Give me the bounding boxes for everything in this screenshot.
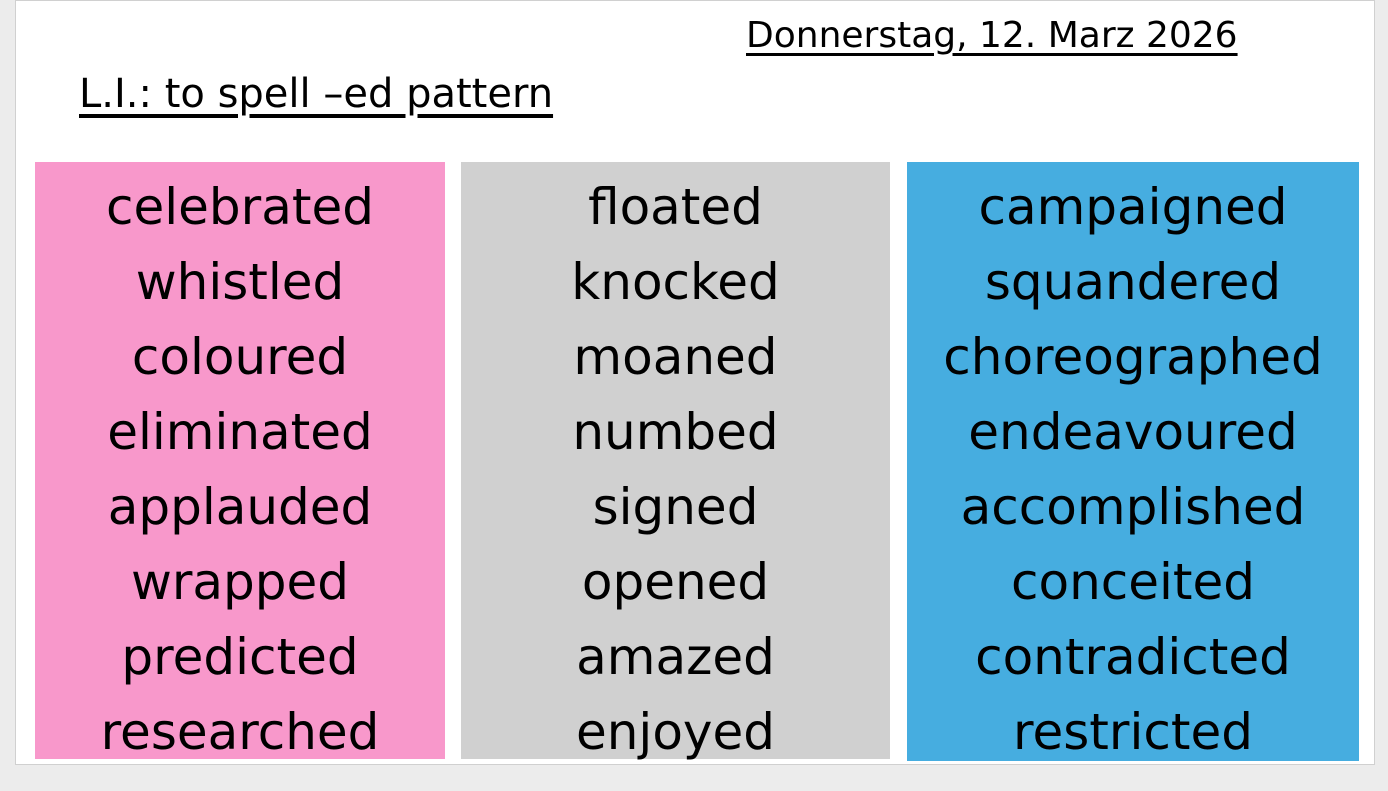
word: wrapped (130, 553, 350, 611)
word: eliminated (107, 403, 373, 461)
word: restricted (1013, 703, 1253, 761)
word: squandered (984, 253, 1282, 311)
word: amazed (576, 628, 775, 686)
word: campaigned (978, 178, 1288, 236)
word: enjoyed (575, 703, 776, 761)
word: choreographed (943, 328, 1323, 386)
word-column: celebrated whistled coloured eliminated appl… (35, 162, 445, 761)
slide: Donnerstag, 12. Marz 2026 L.I.: to spell… (15, 0, 1375, 765)
date: Donnerstag, 12. Marz 2026 (746, 15, 1238, 56)
word: coloured (131, 328, 349, 386)
word: applauded (107, 478, 373, 536)
word-column: campaigned squandered choreographed endeavo… (907, 162, 1359, 761)
word: predicted (121, 628, 359, 686)
word: contradicted (975, 628, 1291, 686)
word: researched (100, 703, 380, 761)
word-column: floated knocked moaned numbed signed opened am… (461, 162, 890, 761)
word: whistled (135, 253, 345, 311)
word: celebrated (106, 178, 374, 236)
word: numbed (572, 403, 779, 461)
word: endeavoured (968, 403, 1298, 461)
word: signed (592, 478, 759, 536)
word: knocked (571, 253, 780, 311)
word: accomplished (960, 478, 1306, 536)
title: L.I.: to spell –ed pattern (79, 71, 554, 117)
word: floated (588, 178, 763, 236)
word: moaned (573, 328, 778, 386)
word: opened (581, 553, 770, 611)
word: conceited (1010, 553, 1256, 611)
